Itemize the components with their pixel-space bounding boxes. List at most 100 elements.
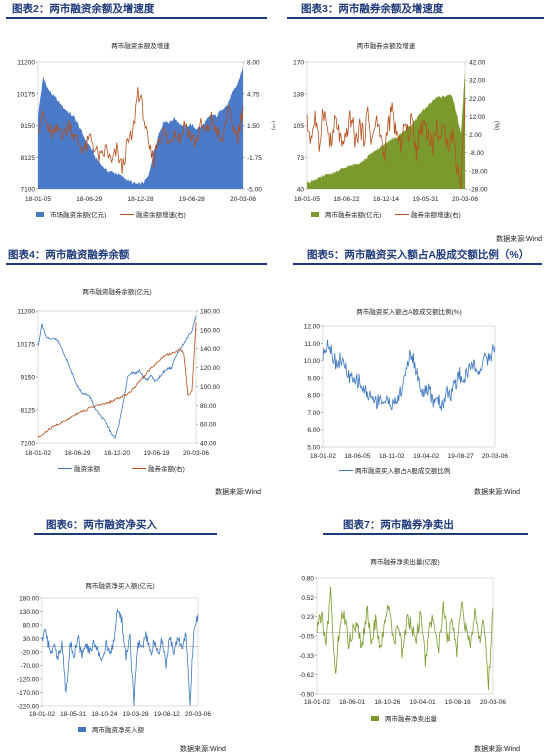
x-tick-label: 20-03-06 [185,711,211,718]
legend-label: 市场融资余额(亿元) [50,210,106,219]
legend-label: 两市融券余额(亿元) [325,210,381,219]
y2-tick-label: 140.00 [200,346,220,353]
y-tick-label: 11200 [17,309,35,316]
x-tick-label: 18-10-26 [374,699,400,706]
y-tick-label: 8.00 [307,393,320,400]
chart-title: 两市融资买入额占A股成交额比例(%) [356,307,461,316]
y-tick-label: 80.00 [23,623,40,630]
x-tick-label: 18-12-14 [373,196,399,203]
y2-tick-label: -1.75 [247,155,262,162]
chart-title: 两市融券净卖出量(亿股) [370,557,439,566]
plot-frame [37,310,197,444]
chart-buy-ratio: 两市融资买入额占A股成交额比例(%) 5.00 6.00 7.00 8.00 9.00 10… [304,307,509,475]
x-tick-label: 19-06-19 [143,450,169,457]
legend-label: 两市融资买入额占A股成交额比例 [355,466,450,475]
series-line-1 [306,98,466,190]
y-tick-label: 11200 [17,60,35,67]
x-tick-label: 19-08-27 [448,453,474,460]
y-tick-label: 12.00 [304,324,321,331]
title-rule [287,17,544,19]
panel-title: 图表4：两市融资融券余额 [8,249,130,261]
x-tick-label: 18-06-05 [344,453,370,460]
title-rule [6,263,267,265]
legend-label: 融资余额 [74,464,101,473]
y-tick-label: 0.80 [301,576,314,583]
chart-net-sell: 两市融券净卖出量(亿股) -0.90 -0.62 -0.33 -0.05 0.23 0.52… [299,557,506,723]
legend-swatch [371,716,379,721]
x-tick-label: 19-03-28 [123,711,149,718]
x-tick-label: 20-03-06 [480,699,506,706]
y2-tick-label: 32.00 [469,78,486,85]
x-tick-label: 18-06-29 [64,450,90,457]
y-tick-label: -0.33 [299,653,314,660]
y2-tick-label: 4.75 [247,91,260,98]
title-rule [34,533,217,535]
y-tick-label: 8125 [21,155,36,162]
x-tick-label: 20-03-06 [230,196,256,203]
source-note: 数据来源:Wind [496,236,542,243]
chart-title: 两市融资余额及增速 [111,41,170,50]
y-tick-label: 10175 [17,91,35,98]
x-tick-label: 18-06-01 [339,699,365,706]
y-tick-label: 180.00 [19,596,39,603]
x-tick-label: 18-01-02 [25,450,51,457]
y2-tick-label: 42.00 [469,60,486,67]
legend-label: 融资余额增速(右) [136,210,186,219]
y-tick-label: 10.00 [304,358,321,365]
title-rule [6,17,267,19]
y2-tick-label: 120.00 [200,365,220,372]
y-tick-label: 6.00 [307,427,320,434]
source-note: 数据来源:Wind [180,746,226,753]
y-tick-label: 30.00 [23,636,40,643]
legend-label: 两市融资净买入额 [92,725,145,734]
y2-tick-label: 80.00 [200,403,217,410]
panel-title: 图表2：两市融资余额及增速度 [12,3,155,15]
y-tick-label: 0.23 [301,614,314,621]
y-tick-label: 138 [293,91,304,98]
x-tick-label: 20-03-06 [452,196,478,203]
panel-title: 图表6：两市融资净买入 [46,519,157,531]
plot-frame [316,577,494,695]
plot-frame [322,325,496,448]
legend-label: 两市融券净卖出量 [385,714,438,723]
series-line-0 [322,339,496,411]
panel-title: 图表3：两市融券余额及增速度 [301,3,444,15]
chart-title: 两市融资净买入额(亿元) [85,581,154,590]
y2-tick-label: 22.00 [469,96,486,103]
chart-title: 两市融资融券余额(亿元) [82,287,151,296]
x-tick-label: 18-06-22 [333,196,359,203]
y-tick-label: 7.00 [307,410,320,417]
y2-tick-label: -18.00 [469,168,488,175]
x-tick-label: 19-08-12 [154,711,180,718]
y-tick-label: 105 [293,123,304,130]
y-tick-label: 8125 [21,408,36,415]
legend-swatch [36,212,44,217]
title-rule [293,263,542,265]
y-tick-label: -0.62 [299,672,314,679]
y-tick-label: 73 [297,155,305,162]
y-tick-label: 10175 [17,342,35,349]
chart-short-balance: 两市融券余额及增速 40 73 105 138 170 -28.00 -18.00 -8.00 2… [293,41,499,219]
y-tick-label: 0.52 [301,595,314,602]
x-tick-label: 18-06-29 [76,196,102,203]
series-line-1 [37,87,244,175]
legend-swatch [78,727,86,732]
series-line-1 [37,322,197,438]
y2-tick-label: 60.00 [200,422,217,429]
y2-tick-label: 2.00 [469,132,482,139]
legend-label: 融券余额(右) [148,464,185,473]
panel-title: 图表7：两市融券净卖出 [343,519,454,531]
y2-tick-label: 160.00 [200,327,220,334]
y2-tick-label: 40.00 [200,441,217,448]
source-note: 数据来源:Wind [474,746,520,753]
y-tick-label: 9150 [21,123,36,130]
series-line-0 [37,315,197,439]
series-area-0 [38,66,243,189]
panel-margin-balance: 图表2：两市融资余额及增速度 两市融资余额及增速 7100 8125 9150 1017… [0,0,275,250]
y-tick-label: 40 [297,187,305,194]
x-tick-label: 19-08-16 [445,699,471,706]
y-tick-label: 170 [293,60,304,67]
panel-buy-ratio: 图表5：两市融资买入额占A股成交额比例（%） 两市融资买入额占A股成交额比例(%… [275,246,550,502]
y2-axis-label: (%) [493,121,499,130]
y-tick-label: 130.00 [19,609,39,616]
